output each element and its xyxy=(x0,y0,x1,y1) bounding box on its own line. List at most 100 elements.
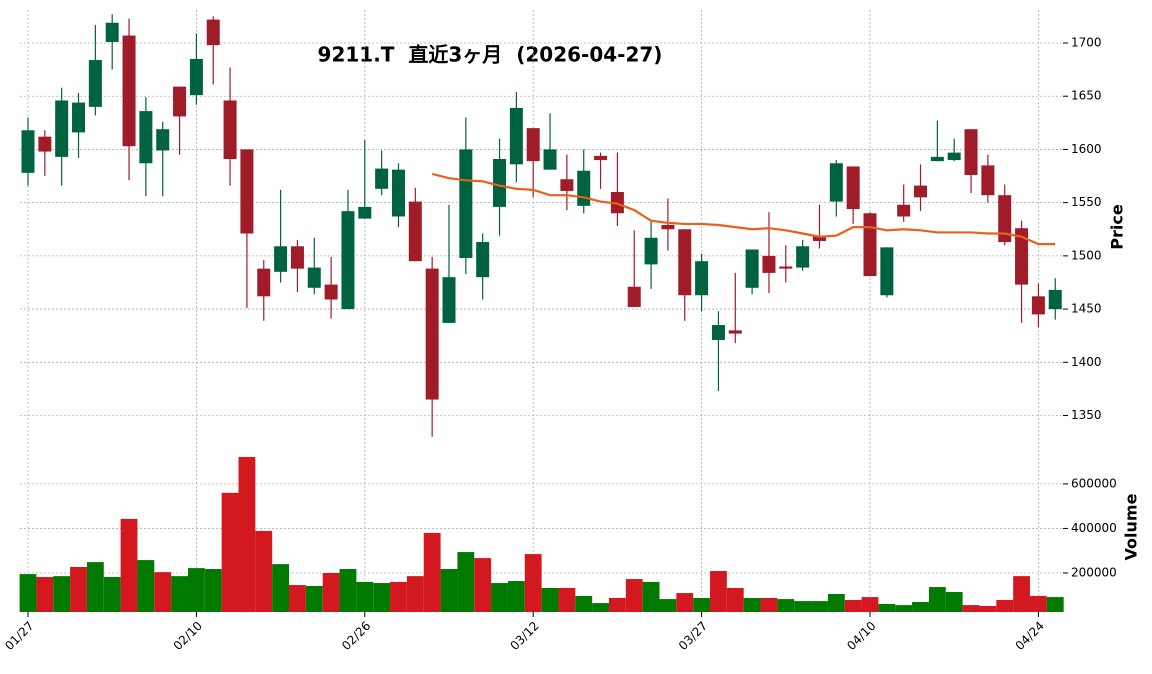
y-tick-label: 1650 xyxy=(1071,89,1102,103)
volume-tick-label: 600000 xyxy=(1071,476,1117,490)
candle-body xyxy=(695,261,709,296)
chart-title: 9211.T 直近3ヶ月 (2026-04-27) xyxy=(318,43,663,67)
candle-body xyxy=(442,277,456,323)
y-tick-label: 1500 xyxy=(1071,248,1102,262)
volume-bar xyxy=(289,585,306,612)
candle-body xyxy=(257,268,271,297)
candle-body xyxy=(543,149,557,170)
candle-body xyxy=(493,159,507,207)
volume-bar xyxy=(861,597,879,612)
candle-body xyxy=(375,168,389,189)
volume-bar xyxy=(70,566,87,612)
candle-body xyxy=(728,330,742,334)
volume-bar xyxy=(474,558,492,612)
candle-body xyxy=(307,267,321,288)
candle-body xyxy=(55,100,69,157)
candle-body xyxy=(964,129,978,175)
candle-body xyxy=(122,35,136,147)
volume-bar xyxy=(811,601,828,612)
volume-bar xyxy=(642,581,660,612)
candle-body xyxy=(846,166,860,210)
volume-bar xyxy=(423,532,441,612)
volume-bar xyxy=(996,599,1014,612)
volume-bar xyxy=(19,574,37,612)
volume-bar xyxy=(255,530,273,612)
candle-body xyxy=(358,206,372,219)
candle-body xyxy=(863,213,877,277)
candle-body xyxy=(829,163,843,202)
volume-bar xyxy=(221,492,239,612)
candle-body xyxy=(880,247,894,296)
candle-body xyxy=(526,128,540,162)
volume-bar xyxy=(322,573,340,612)
candle-body xyxy=(678,229,692,296)
volume-tick-label: 400000 xyxy=(1071,521,1117,535)
candle-body xyxy=(425,268,439,400)
y-tick-label: 1550 xyxy=(1071,195,1102,209)
candle-body xyxy=(1031,296,1045,315)
volume-bar xyxy=(187,568,205,612)
volume-bar xyxy=(912,601,929,612)
y-tick-label: 1400 xyxy=(1071,355,1102,369)
volume-bar xyxy=(794,601,812,612)
volume-bar xyxy=(625,579,643,612)
volume-bar xyxy=(743,597,761,612)
volume-bar xyxy=(777,599,795,612)
volume-bar xyxy=(541,587,559,612)
volume-bar xyxy=(53,576,71,612)
candle-body xyxy=(644,237,658,265)
x-tick-label: 03/27 xyxy=(676,619,710,653)
volume-tick-label: 200000 xyxy=(1071,566,1117,580)
volume-bar xyxy=(878,603,896,612)
candle-body xyxy=(206,19,220,46)
candle-body xyxy=(509,107,523,165)
candle-body xyxy=(981,165,995,196)
candle-body xyxy=(560,179,574,191)
volume-bar xyxy=(979,605,997,612)
volume-bar xyxy=(390,581,407,612)
candle-body xyxy=(661,225,675,230)
candle-body xyxy=(105,22,119,42)
x-tick-label: 04/24 xyxy=(1013,619,1047,653)
volume-bar xyxy=(356,581,374,612)
volume-bar xyxy=(962,605,980,612)
candle-body xyxy=(812,235,826,241)
candle-body xyxy=(897,204,911,217)
volume-bar xyxy=(575,595,593,612)
candle-body xyxy=(274,246,288,272)
volume-bar xyxy=(373,583,391,612)
candle-body xyxy=(1048,289,1062,310)
candle-body xyxy=(1015,228,1029,285)
candle-body xyxy=(38,136,52,152)
candle-body xyxy=(627,286,641,307)
candle-body xyxy=(762,255,776,273)
candle-body xyxy=(21,130,35,173)
candle-body xyxy=(459,149,473,258)
volume-bar xyxy=(103,577,121,612)
volume-bar xyxy=(760,597,778,612)
candle-body xyxy=(189,58,203,96)
volume-bar xyxy=(676,593,694,612)
x-tick-label: 01/27 xyxy=(2,619,36,653)
candle-body xyxy=(290,246,304,269)
volume-bar xyxy=(120,518,138,612)
candle-body xyxy=(72,102,86,133)
candle-body xyxy=(156,129,170,151)
volume-bar xyxy=(154,572,172,612)
candle-body xyxy=(88,60,102,107)
volume-bar xyxy=(844,599,862,612)
volume-bar xyxy=(406,576,424,612)
candle-body xyxy=(173,86,187,117)
candle-body xyxy=(914,185,928,198)
volume-bar xyxy=(36,577,54,612)
y-tick-label: 1600 xyxy=(1071,142,1102,156)
candle-body xyxy=(408,201,422,262)
volume-bar xyxy=(137,560,155,612)
volume-bar xyxy=(305,585,323,612)
x-tick-label: 04/10 xyxy=(844,619,878,653)
y-axis-label: Price xyxy=(1108,204,1127,250)
x-tick-label: 03/12 xyxy=(507,619,541,653)
y-tick-label: 1700 xyxy=(1071,35,1102,49)
volume-bar xyxy=(1046,597,1064,612)
